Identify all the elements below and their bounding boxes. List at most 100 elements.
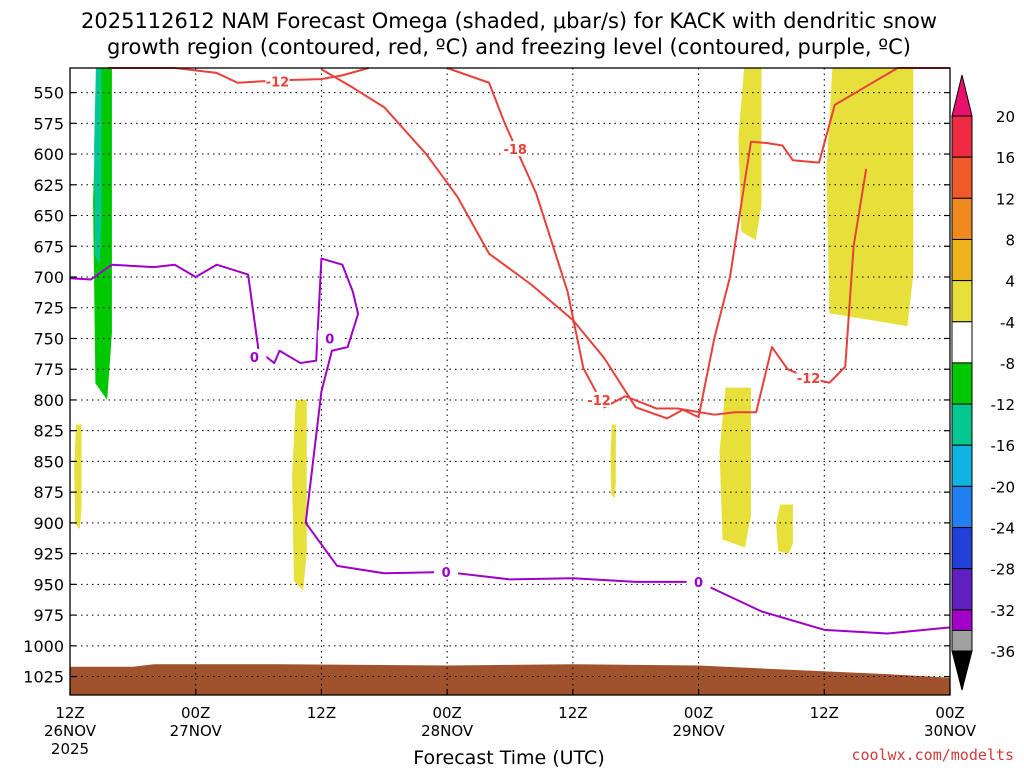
x-tick-label-time: 12Z [55, 704, 84, 722]
colorbar-label: 8 [1005, 231, 1015, 249]
colorbar-label: -4 [1000, 314, 1015, 332]
plot-frame [69, 67, 951, 696]
x-tick-label-time: 00Z [432, 704, 461, 722]
colorbar-swatch [951, 629, 973, 652]
contour-label-bg [317, 330, 342, 346]
colorbar-label: 16 [996, 149, 1015, 167]
y-tick-label: 575 [33, 114, 64, 133]
colorbar-top-arrow [951, 74, 973, 117]
contour-line-3 [69, 257, 951, 635]
y-tick-label: 1000 [23, 637, 64, 656]
colorbar-label: 4 [1005, 273, 1015, 291]
ground-surface [70, 664, 950, 695]
y-tick-label: 825 [33, 422, 64, 441]
y-tick-label: 650 [33, 207, 64, 226]
contour-label: 0 [250, 351, 259, 366]
colorbar-bottom-arrow [951, 650, 973, 691]
contour-label: 0 [694, 576, 703, 591]
ground-fill [70, 664, 950, 695]
contour-label-bg [587, 391, 612, 407]
y-tick-label: 800 [33, 391, 64, 410]
y-tick-label: 750 [33, 329, 64, 348]
x-tick-label-time: 12Z [558, 704, 587, 722]
x-tick-label-date: 26NOV [44, 722, 97, 740]
contour-label: 0 [325, 332, 334, 347]
contour-label: -12 [797, 372, 821, 387]
omega-region-1 [94, 68, 102, 265]
y-tick-label: 625 [33, 176, 64, 195]
y-tick-label: 900 [33, 514, 64, 533]
x-tick-label-date: 29NOV [673, 722, 726, 740]
colorbar-swatch [951, 527, 973, 570]
y-tick-label: 925 [33, 545, 64, 564]
colorbar-label: -24 [991, 520, 1016, 538]
colorbar-swatch [951, 238, 973, 282]
colorbar-label: 12 [996, 190, 1015, 208]
contour-label-bg [686, 573, 711, 589]
x-tick-label-date: 28NOV [421, 722, 474, 740]
omega-region-3 [292, 399, 307, 591]
x-tick-label-year: 2025 [51, 740, 89, 758]
y-tick-label: 1025 [23, 668, 64, 687]
colorbar-swatch [951, 485, 973, 529]
omega-region-4 [610, 424, 616, 499]
colorbar: 20 16 12 8 4 -4 -8 -12 -16 -20 -24 -28 -32 -36 [951, 74, 1016, 691]
grid-lines [70, 68, 950, 695]
x-axis-label: Forecast Time (UTC) [413, 747, 604, 768]
colorbar-swatch [951, 568, 973, 611]
contour-label: -12 [266, 76, 290, 91]
y-tick-label: 850 [33, 452, 64, 471]
chart-title-line2: growth region (contoured, red, ºC) and f… [107, 35, 911, 59]
contour-labels: -12 -12 -12 -18 0 0 0 0 [242, 73, 821, 591]
colorbar-label: -12 [991, 396, 1016, 414]
contour-line-2 [320, 67, 950, 420]
y-tick-label: 675 [33, 237, 64, 256]
contour-label-bg [242, 348, 267, 364]
x-tick-label-date: 30NOV [924, 722, 977, 740]
x-tick-label-date: 27NOV [170, 722, 223, 740]
colorbar-swatch [951, 444, 973, 487]
colorbar-label: -8 [1000, 355, 1015, 373]
colorbar-label: -20 [991, 478, 1016, 496]
credit-text: coolwx.com/modelts [851, 746, 1014, 764]
contour-label: 0 [442, 566, 451, 581]
contour-label-bg [265, 73, 290, 89]
y-tick-label: 975 [33, 606, 64, 625]
omega-shading [74, 68, 914, 591]
y-tick-label: 700 [33, 268, 64, 287]
colorbar-label: -36 [991, 643, 1016, 661]
x-tick-label-time: 12Z [307, 704, 336, 722]
colorbar-swatch [951, 321, 973, 364]
colorbar-label: -16 [991, 437, 1016, 455]
y-tick-label: 600 [33, 145, 64, 164]
colorbar-swatch [951, 403, 973, 446]
y-tick-label: 775 [33, 360, 64, 379]
x-tick-label-time: 12Z [810, 704, 839, 722]
contour-line-0 [107, 67, 369, 84]
y-tick-label: 950 [33, 575, 64, 594]
x-tick-label-time: 00Z [935, 704, 964, 722]
contour-lines [69, 67, 951, 635]
contour-label-bg [503, 141, 528, 157]
x-tick-label-time: 00Z [181, 704, 210, 722]
y-tick-label: 875 [33, 483, 64, 502]
contour-label: -12 [587, 394, 611, 409]
colorbar-label: 20 [996, 108, 1015, 126]
colorbar-swatch [951, 280, 973, 323]
contour-label: -18 [503, 143, 527, 158]
colorbar-swatch [951, 362, 973, 405]
colorbar-label: -32 [991, 602, 1016, 620]
colorbar-swatch [951, 156, 973, 199]
y-tick-label: 550 [33, 84, 64, 103]
chart-title-line1: 2025112612 NAM Forecast Omega (shaded, μ… [81, 9, 937, 33]
omega-region-8 [826, 68, 914, 327]
colorbar-swatch [951, 197, 973, 240]
contour-line-1 [446, 67, 868, 416]
contour-label-bg [434, 564, 459, 580]
colorbar-swatch [951, 115, 973, 158]
colorbar-label: -28 [991, 561, 1016, 579]
x-tick-label-time: 00Z [684, 704, 713, 722]
omega-region-6 [776, 504, 793, 554]
